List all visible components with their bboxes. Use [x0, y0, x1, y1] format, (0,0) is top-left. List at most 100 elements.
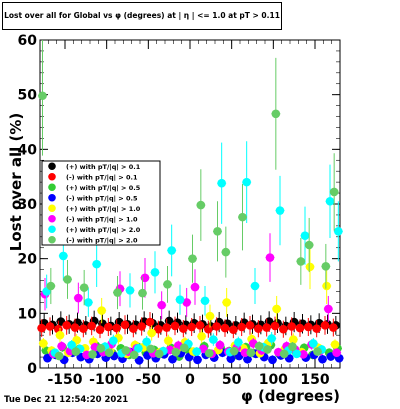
data-point [332, 348, 341, 357]
legend-entry: (+) with pT/|q| > 0.1 [66, 163, 141, 172]
chart-title: Lost over all for Global vs φ (degrees) … [4, 11, 280, 20]
data-point [171, 347, 181, 357]
data-point [147, 328, 156, 338]
legend-entry: (-) with pT/|q| > 2.0 [66, 236, 138, 245]
data-point [217, 178, 226, 188]
data-point [193, 355, 202, 365]
legend-marker [48, 193, 56, 202]
data-point [154, 324, 163, 334]
series-1 [37, 311, 338, 339]
legend-marker [48, 214, 56, 223]
data-point [134, 344, 143, 353]
data-point [179, 343, 189, 353]
data-point [192, 347, 201, 356]
data-point [245, 321, 255, 330]
data-point [79, 283, 89, 292]
data-point [222, 298, 231, 307]
data-point [204, 348, 214, 358]
data-point [179, 324, 188, 333]
x-axis-title: φ (degrees) [241, 387, 340, 405]
data-point [129, 350, 139, 360]
data-point [150, 268, 160, 277]
data-point [199, 344, 208, 354]
y-tick-label: 40 [18, 142, 38, 158]
data-point [137, 322, 146, 331]
data-point [37, 323, 46, 333]
data-point [242, 177, 251, 187]
data-point [167, 246, 176, 255]
data-point [309, 339, 318, 348]
legend-marker [48, 183, 56, 192]
data-point [313, 347, 322, 356]
data-point [267, 334, 276, 343]
data-point [288, 342, 297, 351]
y-tick-label: 30 [18, 197, 38, 213]
data-point [296, 257, 306, 266]
legend-marker [48, 204, 56, 213]
legend-marker [48, 172, 56, 181]
x-tick-label: -100 [89, 372, 124, 388]
legend-entry: (+) with pT/|q| > 1.0 [66, 205, 141, 214]
data-point [318, 354, 327, 364]
data-point [97, 306, 106, 315]
data-point [272, 304, 281, 314]
data-point [38, 91, 47, 101]
title-box: Lost over all for Global vs φ (degrees) … [2, 2, 282, 30]
series-7 [38, 40, 339, 361]
legend-entry: (-) with pT/|q| > 0.1 [66, 173, 138, 182]
data-point [279, 349, 289, 359]
data-point [71, 347, 81, 356]
data-point [209, 335, 218, 344]
x-tick-label: -150 [47, 372, 82, 388]
data-point [213, 227, 222, 236]
data-point [204, 324, 213, 334]
data-point [39, 339, 48, 348]
data-point [190, 282, 200, 292]
data-point [63, 275, 72, 284]
data-point [120, 320, 130, 330]
data-point [170, 321, 180, 331]
data-point [129, 324, 138, 333]
data-point [140, 273, 150, 283]
data-point [292, 349, 301, 359]
data-point [196, 200, 206, 210]
data-point [265, 253, 275, 262]
data-point [164, 336, 173, 345]
data-point [43, 353, 52, 363]
data-point [195, 321, 205, 330]
data-point [300, 231, 310, 241]
data-point [262, 323, 271, 332]
data-point [197, 331, 206, 341]
data-point [246, 348, 256, 357]
legend-entry: (+) with pT/|q| > 2.0 [66, 226, 141, 235]
x-tick-label: 0 [185, 372, 195, 388]
x-tick-label: 50 [222, 372, 242, 388]
data-point [154, 349, 164, 359]
data-point [74, 293, 83, 303]
data-point [221, 247, 231, 257]
x-tick-label: 100 [259, 372, 288, 388]
data-point [312, 324, 321, 333]
data-point [212, 322, 221, 331]
data-point [325, 196, 335, 206]
data-point [157, 300, 166, 310]
data-point [188, 254, 197, 263]
data-point [205, 311, 215, 321]
data-point [330, 340, 340, 349]
data-point [113, 288, 122, 297]
data-point [59, 251, 68, 261]
y-tick-label: 60 [18, 33, 38, 49]
data-point [163, 280, 172, 289]
data-point [96, 344, 106, 353]
data-point [329, 323, 338, 332]
data-point [142, 337, 151, 347]
data-point [324, 304, 333, 314]
legend-marker [48, 225, 56, 234]
data-point [187, 322, 196, 332]
data-point [304, 240, 314, 250]
y-tick-label: 0 [27, 361, 37, 377]
data-point [220, 323, 230, 333]
data-point [226, 354, 236, 364]
data-point [279, 324, 288, 334]
data-point [263, 345, 272, 354]
